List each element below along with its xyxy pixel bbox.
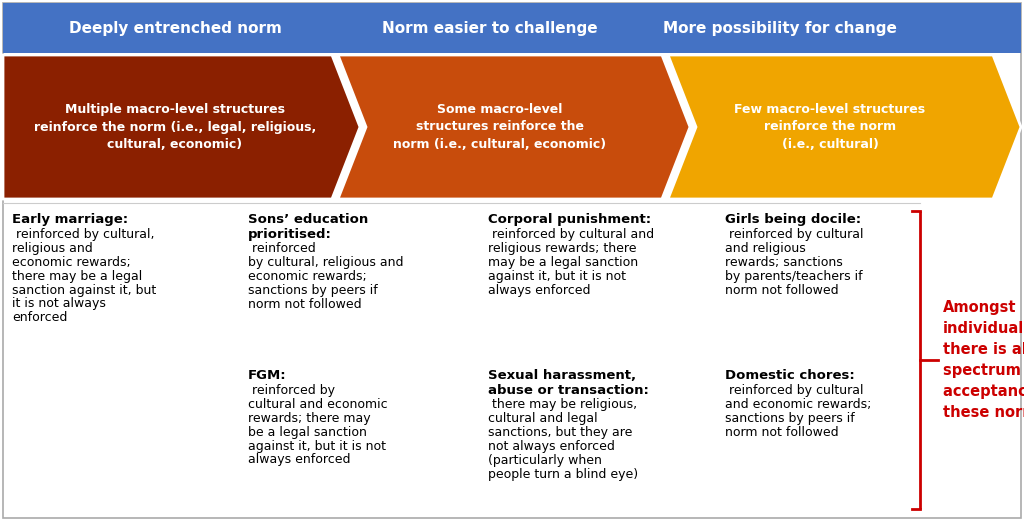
Text: by cultural, religious and: by cultural, religious and <box>248 256 403 269</box>
Text: Amongst
individuals
there is also a
spectrum of
acceptance of
these norms: Amongst individuals there is also a spec… <box>943 300 1024 420</box>
Text: sanctions, but they are: sanctions, but they are <box>488 426 633 439</box>
Text: norm not followed: norm not followed <box>725 426 839 439</box>
Text: abuse or transaction:: abuse or transaction: <box>488 384 649 396</box>
Text: there may be a legal: there may be a legal <box>12 269 142 282</box>
Text: FGM:: FGM: <box>248 369 287 382</box>
Text: prioritised:: prioritised: <box>248 228 332 241</box>
Text: sanction against it, but: sanction against it, but <box>12 283 157 296</box>
Text: cultural and economic: cultural and economic <box>248 398 388 411</box>
Text: against it, but it is not: against it, but it is not <box>248 440 386 453</box>
Text: economic rewards;: economic rewards; <box>12 256 131 269</box>
Text: rewards; there may: rewards; there may <box>248 412 371 425</box>
Text: against it, but it is not: against it, but it is not <box>488 269 626 282</box>
Text: (particularly when: (particularly when <box>488 454 602 467</box>
Text: people turn a blind eye): people turn a blind eye) <box>488 468 638 481</box>
Text: not always enforced: not always enforced <box>488 440 614 453</box>
Text: Multiple macro-level structures
reinforce the norm (i.e., legal, religious,
cult: Multiple macro-level structures reinforc… <box>34 103 316 151</box>
Text: Some macro-level
structures reinforce the
norm (i.e., cultural, economic): Some macro-level structures reinforce th… <box>393 103 606 151</box>
Polygon shape <box>3 55 360 199</box>
Text: be a legal sanction: be a legal sanction <box>248 426 367 439</box>
Text: Early marriage:: Early marriage: <box>12 213 128 226</box>
Text: it is not always: it is not always <box>12 297 105 311</box>
Text: Girls being docile:: Girls being docile: <box>725 213 861 226</box>
Text: Few macro-level structures
reinforce the norm
(i.e., cultural): Few macro-level structures reinforce the… <box>734 103 926 151</box>
Text: always enforced: always enforced <box>488 283 591 296</box>
Polygon shape <box>338 55 690 199</box>
Text: Norm easier to challenge: Norm easier to challenge <box>382 20 598 35</box>
Text: Sons’ education: Sons’ education <box>248 213 369 226</box>
Text: reinforced by cultural: reinforced by cultural <box>725 384 863 396</box>
Text: Sexual harassment,: Sexual harassment, <box>488 369 636 382</box>
Text: religious and: religious and <box>12 242 93 255</box>
Text: reinforced by cultural and: reinforced by cultural and <box>488 228 654 241</box>
Text: by parents/teachers if: by parents/teachers if <box>725 269 862 282</box>
Text: there may be religious,: there may be religious, <box>488 399 637 412</box>
Text: economic rewards;: economic rewards; <box>248 270 367 283</box>
Text: may be a legal sanction: may be a legal sanction <box>488 256 638 269</box>
Text: always enforced: always enforced <box>248 453 350 466</box>
Text: reinforced by cultural: reinforced by cultural <box>725 228 863 241</box>
Text: norm not followed: norm not followed <box>725 283 839 296</box>
Text: rewards; sanctions: rewards; sanctions <box>725 256 843 269</box>
Bar <box>3 3 1021 53</box>
Text: Deeply entrenched norm: Deeply entrenched norm <box>69 20 282 35</box>
Text: Domestic chores:: Domestic chores: <box>725 369 855 382</box>
Text: norm not followed: norm not followed <box>248 298 361 311</box>
Text: Corporal punishment:: Corporal punishment: <box>488 213 651 226</box>
Text: cultural and legal: cultural and legal <box>488 413 598 426</box>
Text: More possibility for change: More possibility for change <box>664 20 897 35</box>
Text: enforced: enforced <box>12 312 68 325</box>
Text: sanctions by peers if: sanctions by peers if <box>725 412 855 425</box>
Polygon shape <box>668 55 1021 199</box>
Text: reinforced by: reinforced by <box>248 384 335 396</box>
Text: sanctions by peers if: sanctions by peers if <box>248 284 378 297</box>
Text: and economic rewards;: and economic rewards; <box>725 398 871 411</box>
Text: religious rewards; there: religious rewards; there <box>488 242 637 255</box>
Text: reinforced: reinforced <box>248 242 315 255</box>
Text: reinforced by cultural,: reinforced by cultural, <box>12 228 155 241</box>
Text: and religious: and religious <box>725 242 806 255</box>
